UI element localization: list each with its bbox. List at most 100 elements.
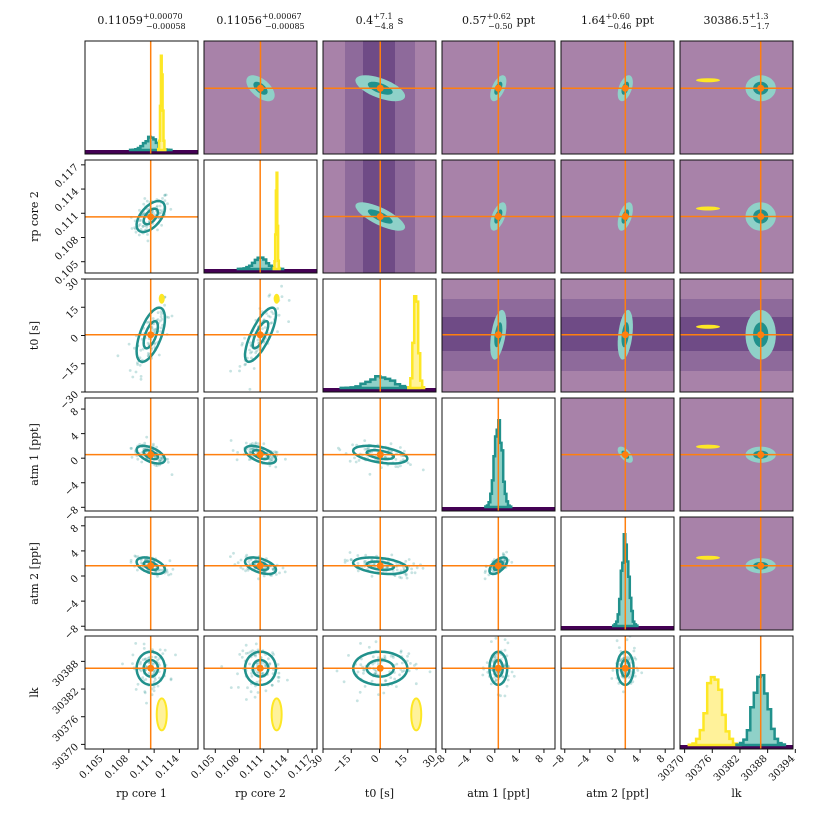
sample-point [276, 663, 280, 666]
sample-point [133, 554, 137, 558]
y-tick-label: 0 [69, 456, 81, 468]
sample-point [356, 554, 360, 557]
sample-point [501, 675, 505, 679]
title-upper-error: +7.1 [373, 12, 392, 21]
sample-point [147, 656, 150, 660]
sample-point [277, 313, 281, 317]
sample-point [377, 693, 380, 696]
sample-point [143, 197, 147, 200]
sample-point [158, 459, 161, 463]
prior-contour [696, 555, 720, 560]
sample-point [272, 653, 275, 656]
posterior-contour-inner [142, 319, 160, 350]
sample-point [241, 341, 244, 345]
sample-point [158, 208, 162, 212]
sample-point [376, 656, 380, 659]
sample-point [155, 464, 159, 468]
sample-point [260, 671, 264, 675]
truth-point [621, 664, 629, 672]
x-tick-label: 0 [369, 753, 381, 765]
sample-point [153, 342, 156, 346]
sample-point [128, 369, 132, 372]
sample-point [251, 447, 255, 450]
column-title-2: 0.4+7.1 −4.8 s [356, 12, 404, 31]
prior-background [680, 517, 793, 630]
sample-point [505, 654, 509, 658]
sample-point [493, 655, 497, 658]
sample-point [505, 550, 508, 554]
y-axis-label-3: atm 1 [ppt] [28, 423, 41, 486]
sample-point [502, 553, 506, 557]
sample-point [137, 224, 141, 228]
sample-point [490, 640, 493, 643]
sample-point [151, 663, 155, 666]
sample-point [248, 458, 251, 461]
sample-point [141, 658, 145, 662]
x-tick-label: 30382 [712, 753, 742, 783]
sample-point [155, 445, 159, 449]
x-tick-label: −15 [331, 753, 354, 776]
sample-point [139, 660, 142, 664]
sample-point [356, 670, 360, 674]
truth-point [376, 84, 384, 92]
sample-point [236, 561, 240, 565]
panel-frame [560, 635, 675, 750]
prior-contour [696, 444, 720, 449]
sample-point [631, 680, 635, 684]
sample-point [494, 636, 498, 640]
scatter-background [561, 636, 674, 749]
sample-point [270, 321, 274, 325]
sample-point [138, 219, 142, 223]
y-tick-label: −15 [58, 361, 81, 384]
y-axis-label-1: rp core 2 [28, 191, 41, 242]
title-value: 0.11059 [97, 14, 143, 27]
scatter-background [85, 517, 198, 630]
sample-point [370, 679, 374, 683]
sample-point [143, 441, 147, 445]
sample-point [256, 671, 260, 675]
panel-frame [84, 40, 199, 155]
y-tick-label: 30388 [51, 659, 81, 689]
sample-point [249, 558, 253, 562]
sample-point [250, 674, 254, 678]
x-tick-label: 0.114 [262, 753, 290, 781]
panel-1-1 [203, 159, 318, 274]
x-tick-label: −4 [454, 753, 472, 771]
sample-point [138, 363, 142, 367]
sample-point [399, 650, 403, 654]
sample-point [499, 694, 502, 698]
sample-point [611, 669, 615, 672]
sample-point [229, 555, 232, 558]
y-tick-label: 8 [69, 523, 81, 535]
sample-point [153, 213, 157, 217]
truth-point [147, 331, 155, 339]
posterior-contour-outer [351, 444, 409, 465]
sample-point [254, 441, 258, 445]
sample-point [142, 212, 145, 216]
prior-contour [155, 697, 168, 732]
sample-point [145, 321, 149, 324]
sample-point [251, 442, 254, 445]
sample-point [385, 566, 388, 570]
sample-point [253, 695, 257, 699]
sample-point [255, 680, 259, 684]
truth-point [147, 451, 155, 459]
sample-point [406, 654, 409, 658]
sample-point [337, 446, 340, 450]
sample-point [229, 686, 233, 689]
sample-point [255, 670, 259, 674]
panel-frame [441, 635, 556, 750]
posterior-contour-outer [135, 556, 167, 576]
sample-point [159, 310, 163, 313]
sample-point [129, 560, 133, 564]
y-tick-label: −8 [63, 624, 81, 642]
sample-point [366, 447, 370, 451]
sample-point [163, 199, 167, 203]
panel-4-0 [84, 516, 199, 631]
sample-point [166, 457, 170, 461]
sample-point [139, 228, 143, 231]
title-value: 1.64 [581, 14, 606, 27]
truth-point [376, 562, 384, 570]
sample-point [356, 569, 360, 573]
